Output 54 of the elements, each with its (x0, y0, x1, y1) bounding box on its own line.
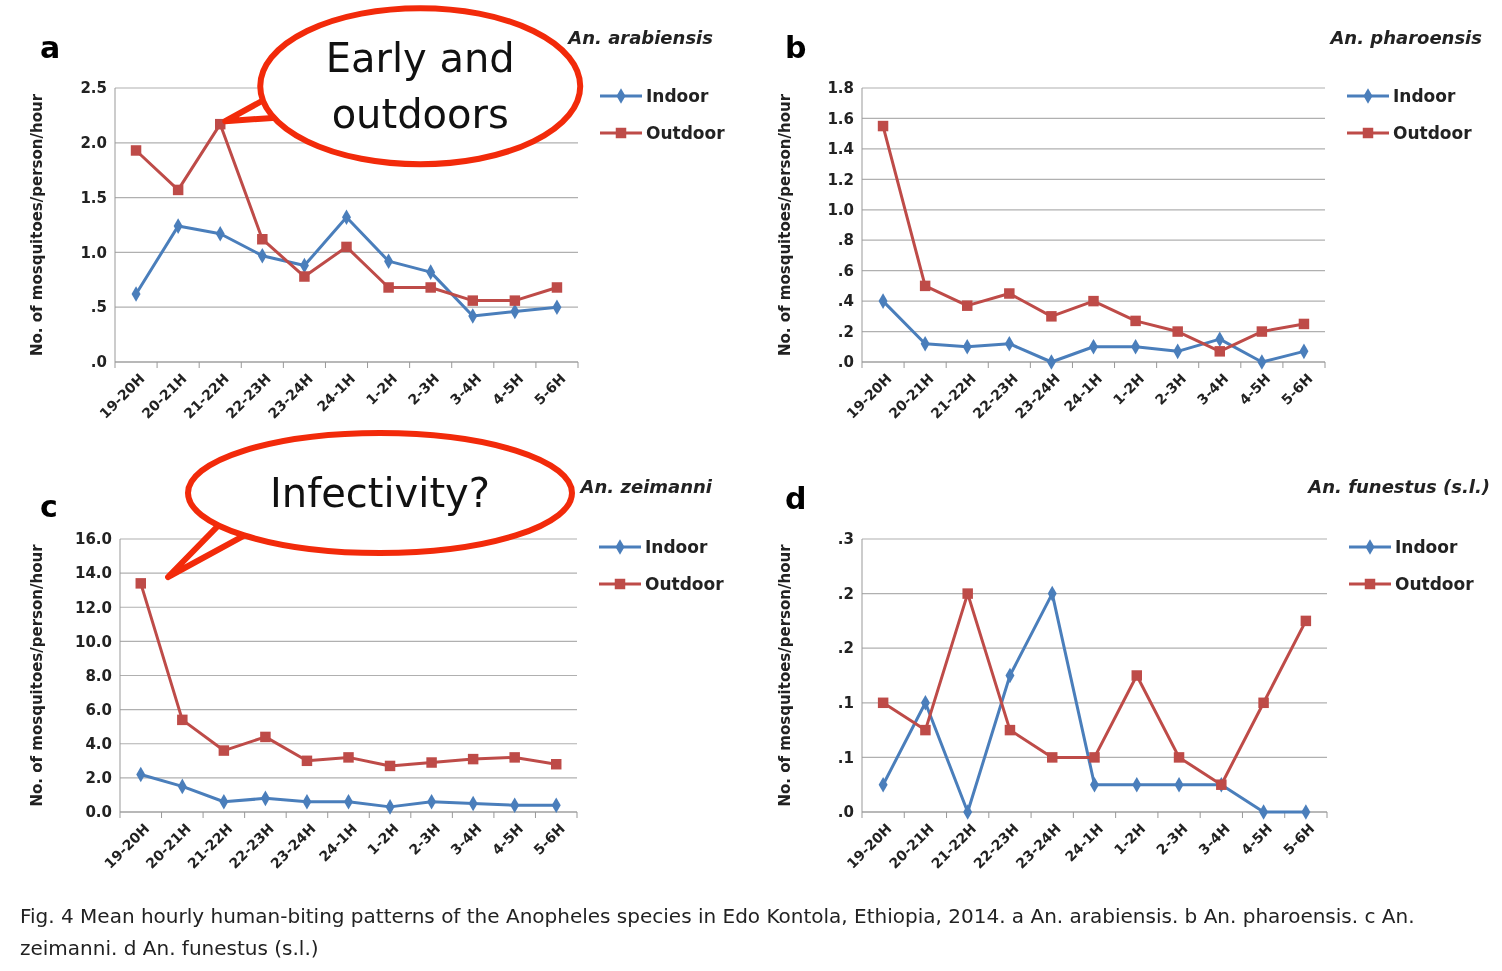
y-axis-title: No. of mosquitoes/person/hour (28, 93, 46, 357)
text: An. zeimanni (578, 476, 713, 497)
y-tick-label: 1.0 (827, 201, 854, 220)
text: An. funestus (s.l.) (1306, 476, 1490, 497)
legend-label: Indoor (1395, 536, 1458, 557)
y-tick-label: .2 (837, 322, 854, 341)
y-axis-title: No. of mosquitoes/person/hour (28, 543, 46, 807)
y-tick-label: 4.0 (85, 735, 112, 753)
caption: Fig. 4 Mean hourly human-biting patterns of the Anopheles species in Edo Kontola, Ethiopia, 2014. a An. arabiensis. b An. pharoensis. c An. zeimanni. d An. funestus (s.l.) (20, 903, 1416, 962)
y-tick-label: 16.0 (74, 530, 112, 549)
y-tick-label: 10.0 (74, 632, 112, 651)
y-tick-label: .1 (837, 748, 854, 767)
y-tick-label: 6.0 (85, 700, 112, 719)
legend-label: Outdoor (1395, 573, 1475, 594)
y-tick-label: 0.0 (85, 803, 112, 822)
legend-label: Indoor (645, 536, 708, 557)
chart-title: d (785, 481, 807, 516)
legend-label: Outdoor (645, 573, 725, 594)
y-tick-label: .6 (837, 261, 854, 280)
y-axis-title: No. of mosquitoes/person/hour (776, 543, 794, 807)
text: An. arabiensis (566, 27, 714, 48)
y-tick-label: .0 (90, 353, 107, 372)
y-tick-label: .5 (90, 298, 107, 317)
y-tick-label: 14.0 (74, 564, 112, 583)
y-tick-label: 2.5 (80, 79, 107, 98)
y-tick-label: 1.5 (80, 188, 107, 207)
legend-label: Indoor (646, 85, 709, 106)
y-tick-label: 2.0 (80, 134, 107, 153)
y-tick-label: 2.0 (85, 769, 112, 788)
chart-title: b (785, 30, 807, 65)
y-tick-label: .0 (837, 353, 854, 372)
y-tick-label: 12.0 (74, 598, 112, 617)
y-tick-label: .2 (837, 584, 854, 603)
y-tick-label: .0 (837, 803, 854, 822)
y-tick-label: 1.4 (827, 140, 854, 159)
y-tick-label: 1.8 (827, 79, 854, 98)
legend-label: Outdoor (646, 122, 726, 143)
text: An. pharoensis (1328, 27, 1483, 48)
chart-title: c (40, 489, 58, 524)
y-tick-label: 1.2 (827, 170, 854, 189)
y-tick-label: .3 (837, 530, 854, 549)
y-tick-label: 1.0 (80, 243, 107, 262)
y-tick-label: .4 (837, 292, 854, 311)
y-tick-label: .1 (837, 694, 854, 713)
legend-label: Outdoor (1393, 122, 1473, 143)
y-tick-label: 1.6 (827, 109, 854, 128)
annotation: Early and outdoors (324, 34, 516, 140)
y-axis-title: No. of mosquitoes/person/hour (776, 93, 794, 357)
legend-label: Indoor (1393, 85, 1456, 106)
text: Infectivity? (269, 469, 491, 518)
y-tick-label: 8.0 (85, 666, 112, 685)
y-tick-label: .8 (837, 231, 854, 250)
chart-title: a (40, 30, 61, 65)
y-tick-label: .2 (837, 639, 854, 658)
